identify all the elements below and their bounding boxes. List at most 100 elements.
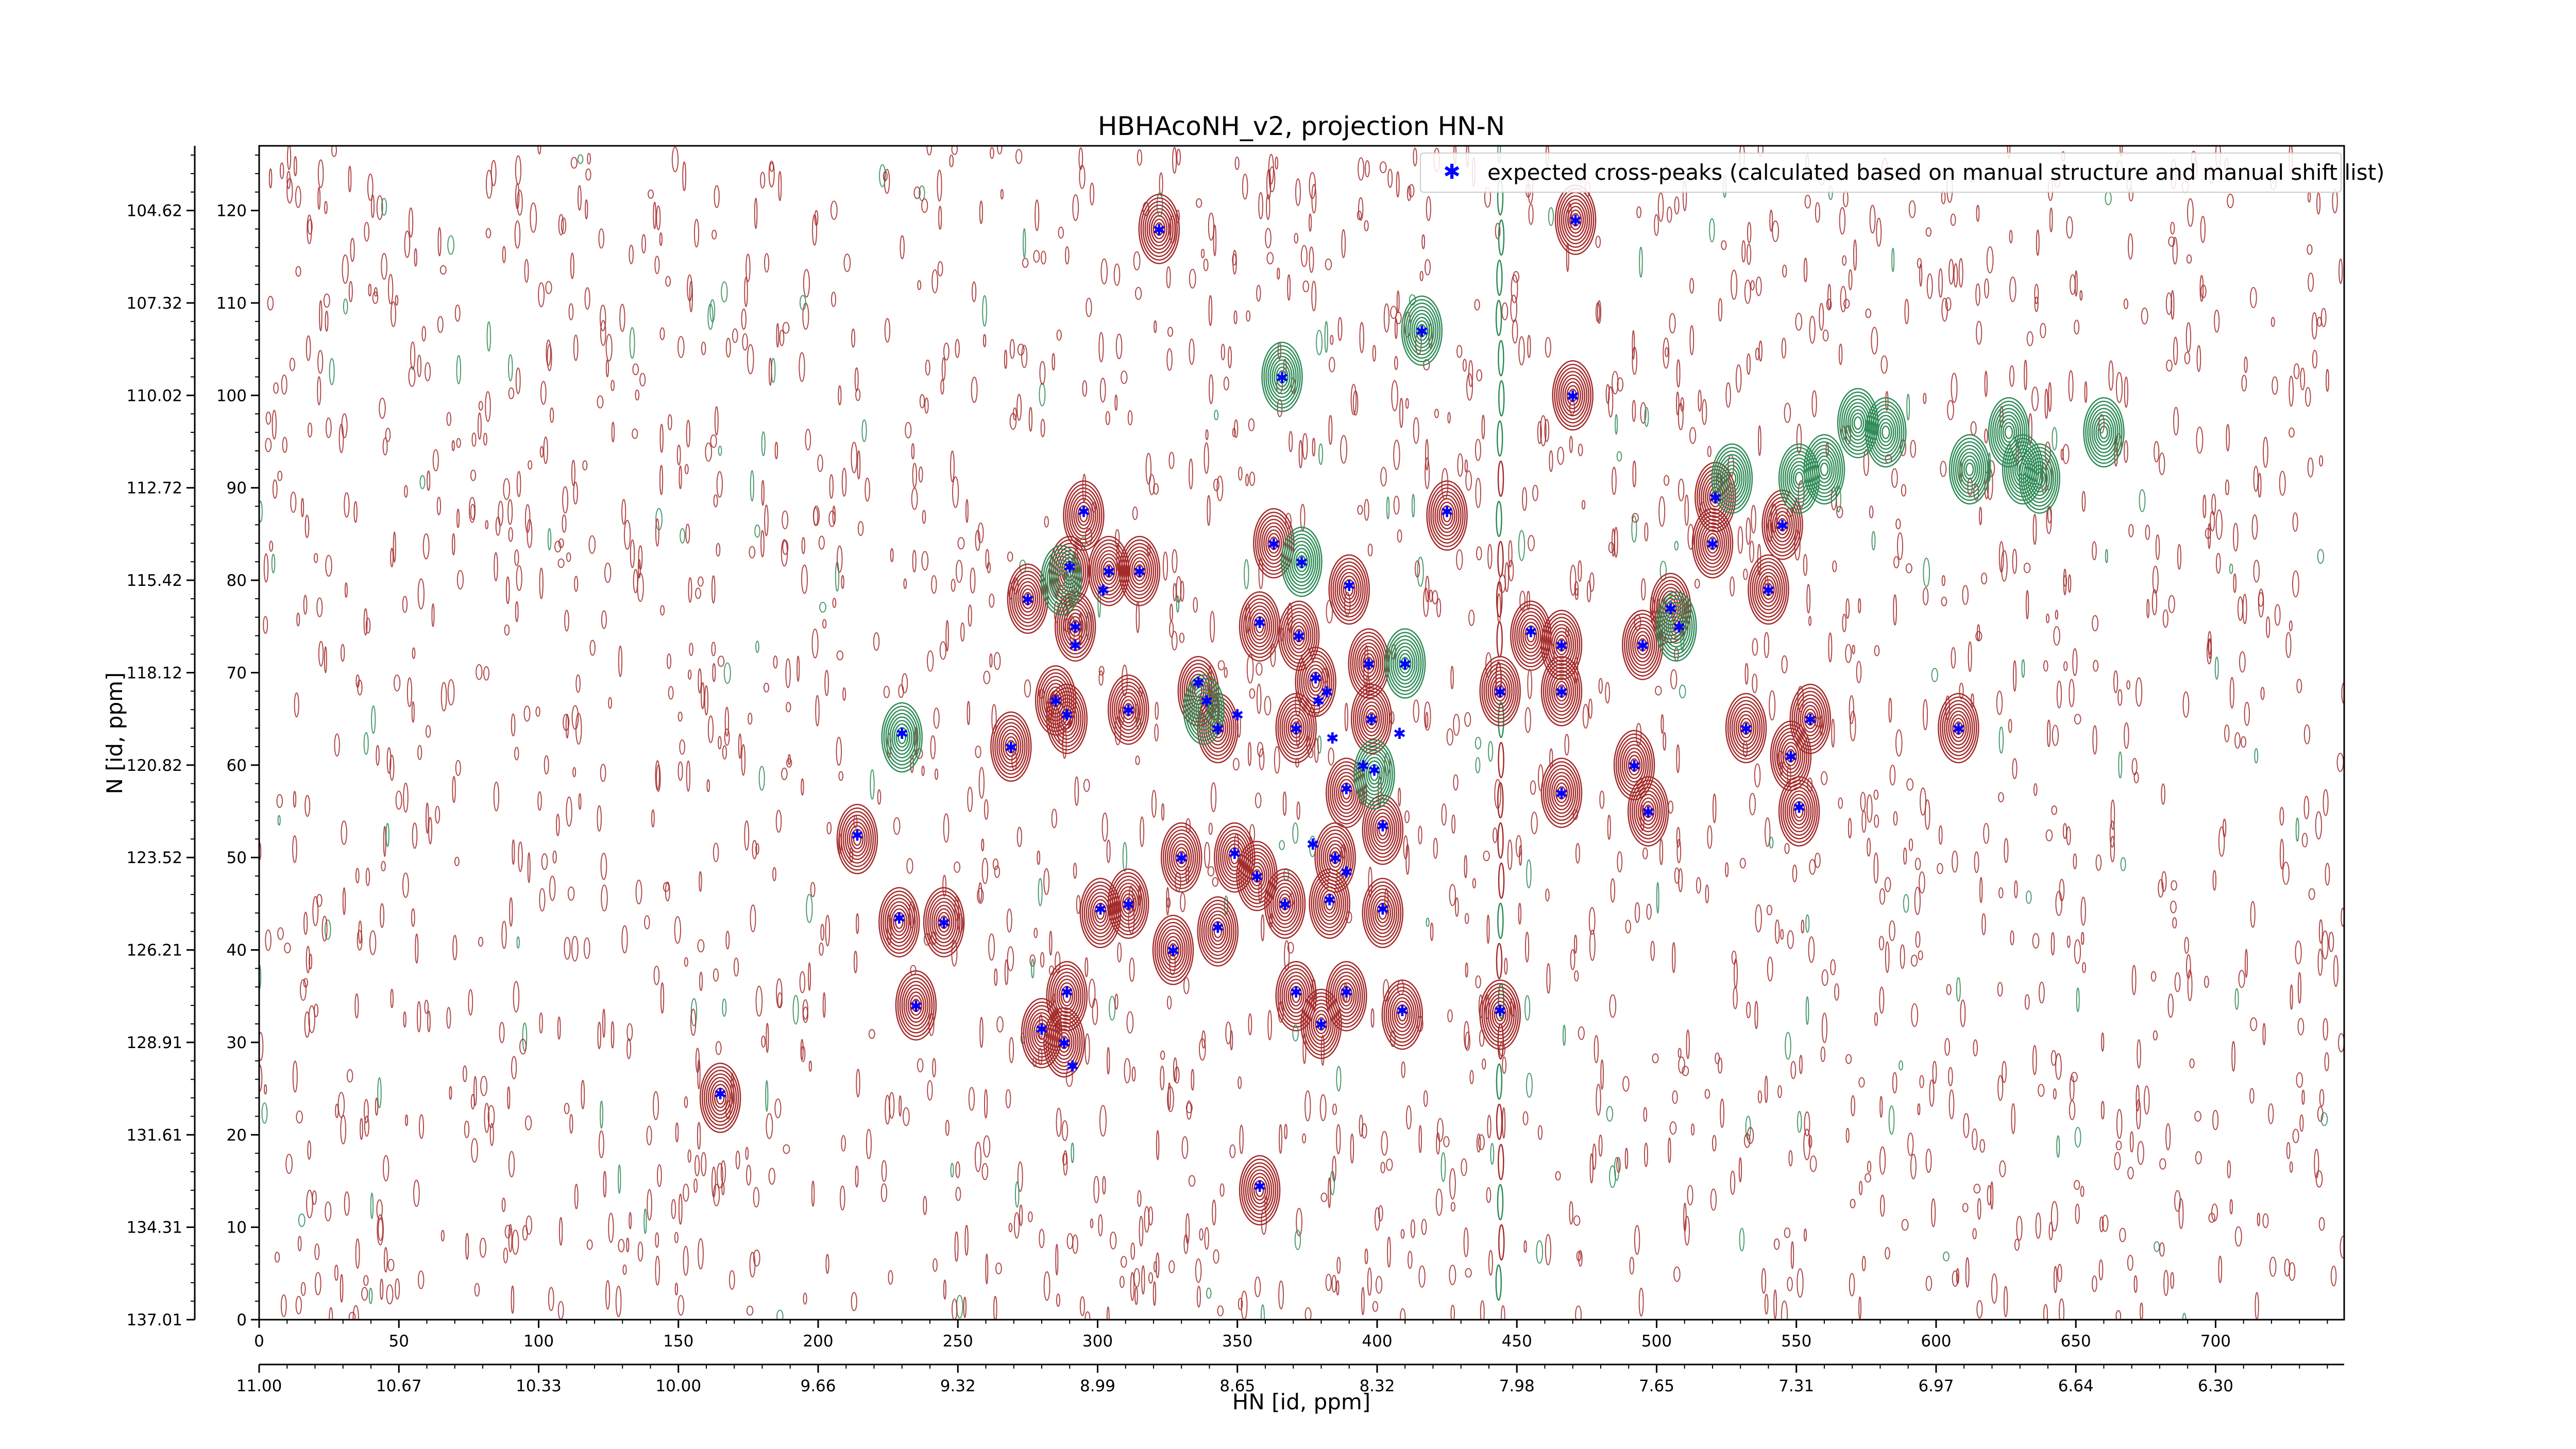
contour-level xyxy=(1959,451,1980,487)
noise-contour xyxy=(1340,435,1348,464)
noise-contour xyxy=(367,173,374,201)
noise-contour xyxy=(1413,699,1419,723)
noise-contour xyxy=(776,323,779,348)
noise-contour xyxy=(785,658,791,688)
noise-contour xyxy=(1421,234,1426,249)
noise-contour xyxy=(2082,962,2087,973)
contour-level xyxy=(1203,907,1233,956)
contour-level xyxy=(1150,215,1168,243)
noise-contour xyxy=(385,428,391,442)
noise-contour xyxy=(1330,334,1334,345)
contour-level xyxy=(1214,822,1256,893)
noise-contour xyxy=(1774,919,1780,944)
contour-level xyxy=(1168,943,1178,957)
noise-contour xyxy=(1998,887,2004,899)
noise-contour xyxy=(1974,851,1979,873)
noise-contour xyxy=(685,524,690,544)
noise-contour xyxy=(365,617,371,634)
noise-contour xyxy=(2262,1213,2269,1228)
noise-contour xyxy=(2146,599,2150,618)
noise-contour xyxy=(2330,1266,2337,1287)
noise-contour xyxy=(906,858,913,874)
noise-contour xyxy=(277,815,281,826)
noise-contour xyxy=(1040,418,1045,437)
contour-level xyxy=(1053,566,1070,594)
contour-level xyxy=(1166,939,1180,961)
noise-contour xyxy=(1889,920,1895,941)
cross-peak-marker: ✱ xyxy=(1555,785,1568,803)
noise-contour xyxy=(713,843,719,863)
noise-contour xyxy=(1396,290,1400,313)
contour-level xyxy=(1052,971,1082,1021)
noise-contour xyxy=(517,190,523,216)
contour-level xyxy=(883,894,916,951)
noise-contour xyxy=(2052,724,2059,746)
noise-contour xyxy=(826,822,832,835)
noise-contour xyxy=(855,1165,859,1188)
noise-contour xyxy=(1876,217,1882,247)
contour-level xyxy=(1778,776,1820,847)
noise-contour xyxy=(1581,500,1586,510)
noise-contour xyxy=(428,817,433,845)
noise-contour xyxy=(1093,1175,1099,1203)
noise-contour xyxy=(1687,524,1694,550)
noise-contour xyxy=(1878,936,1885,951)
contour-level xyxy=(1050,563,1072,598)
noise-contour xyxy=(1677,402,1684,430)
contour-level xyxy=(1436,498,1458,533)
contour-level xyxy=(2027,458,2052,500)
noise-contour xyxy=(1507,839,1513,870)
contour-level xyxy=(1411,313,1433,348)
noise-contour xyxy=(300,979,307,1001)
noise-contour xyxy=(404,230,411,258)
noise-contour xyxy=(1453,714,1460,736)
noise-contour xyxy=(1267,1009,1273,1040)
noise-contour xyxy=(2315,1170,2323,1188)
contour-level xyxy=(1553,677,1570,705)
noise-contour xyxy=(1545,1234,1551,1266)
contour-level xyxy=(1336,568,1362,611)
contour-level xyxy=(2087,404,2121,461)
noise-contour xyxy=(1573,1215,1581,1226)
noise-contour xyxy=(984,799,989,820)
noise-contour xyxy=(2033,783,2038,796)
noise-contour xyxy=(277,470,283,481)
noise-contour xyxy=(501,920,507,949)
noise-contour xyxy=(942,874,947,897)
noise-contour xyxy=(1996,690,2003,715)
contour-level xyxy=(1370,808,1396,851)
noise-contour xyxy=(693,1178,698,1193)
noise-contour xyxy=(935,768,939,780)
noise-contour xyxy=(679,465,682,490)
noise-contour xyxy=(647,1189,652,1221)
noise-contour xyxy=(1386,1158,1393,1171)
contour-level xyxy=(1318,829,1352,886)
noise-contour xyxy=(1658,496,1666,527)
noise-contour xyxy=(307,1140,312,1160)
noise-contour xyxy=(365,867,370,886)
contour-level xyxy=(1790,464,1808,493)
noise-contour xyxy=(877,789,882,805)
noise-contour xyxy=(569,1114,573,1134)
x-tick-label: 500 xyxy=(1641,1332,1672,1351)
noise-contour xyxy=(1160,1050,1165,1060)
noise-contour xyxy=(2224,724,2230,743)
noise-contour xyxy=(1418,1265,1426,1288)
noise-contour xyxy=(637,559,641,579)
noise-contour xyxy=(1914,857,1921,870)
contour-level xyxy=(1760,576,1777,603)
contour-level xyxy=(1549,670,1574,712)
noise-contour xyxy=(2045,829,2053,841)
contour-level xyxy=(1706,533,1719,554)
noise-contour xyxy=(598,228,604,249)
noise-contour xyxy=(546,339,551,366)
noise-contour xyxy=(1398,787,1401,806)
noise-contour xyxy=(1926,273,1933,299)
noise-contour xyxy=(1423,1090,1428,1107)
contour-level xyxy=(1007,563,1049,634)
ridge-contour xyxy=(1498,219,1505,256)
noise-contour xyxy=(1769,836,1774,849)
noise-contour xyxy=(1052,353,1055,371)
noise-contour xyxy=(1752,638,1758,656)
cross-peak-marker: ✱ xyxy=(1340,984,1353,1002)
